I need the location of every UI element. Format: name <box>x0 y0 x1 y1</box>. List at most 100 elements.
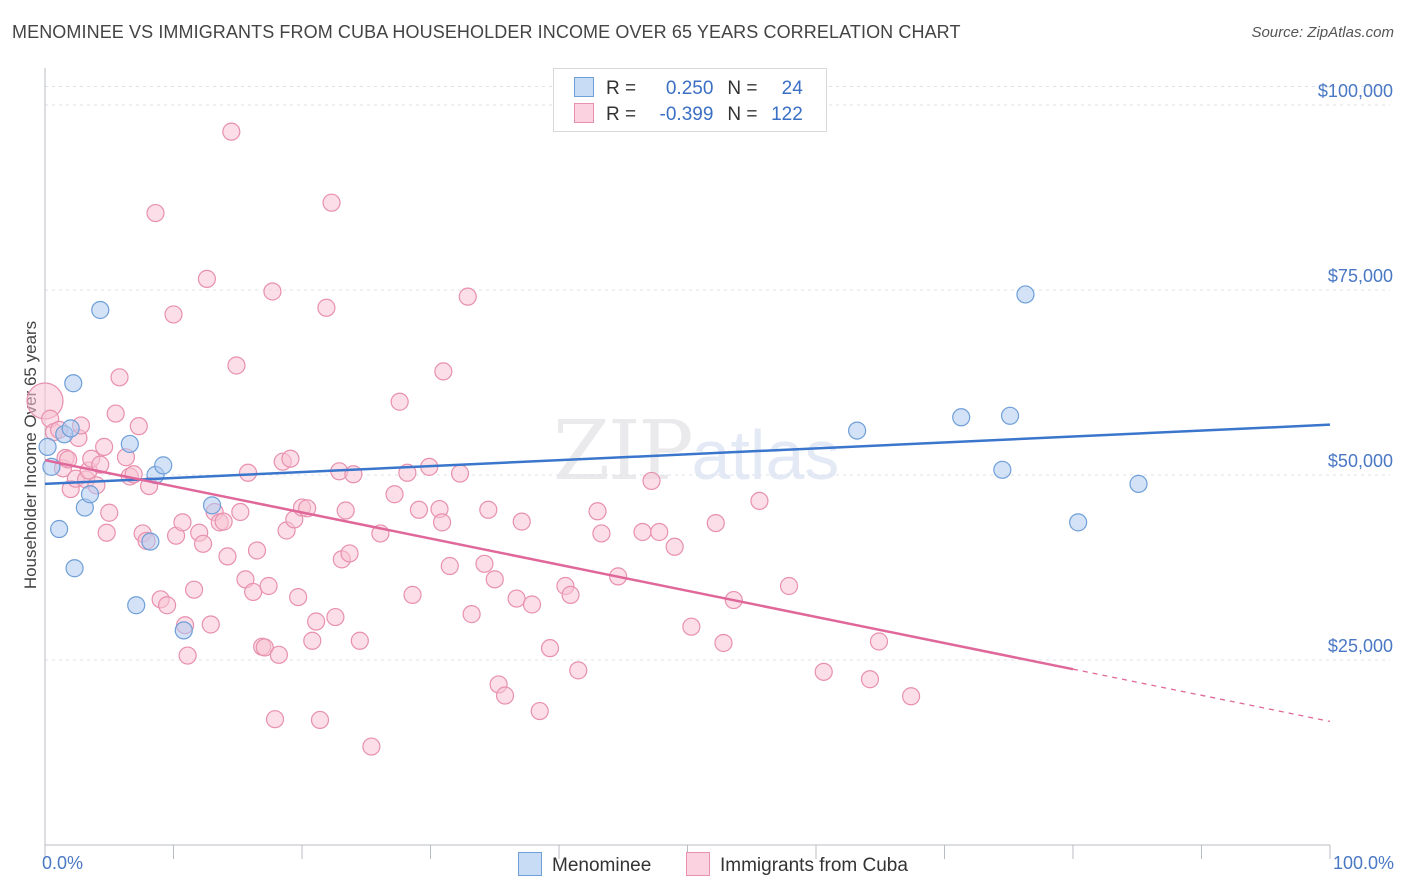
cuba-point <box>100 503 119 522</box>
menominee-point <box>952 408 971 427</box>
cuba-point <box>146 203 165 223</box>
legend-r-value: -0.399 <box>659 104 714 125</box>
legend-n-label: N = <box>727 78 758 99</box>
menominee-point <box>154 456 173 475</box>
cuba-point <box>289 587 308 607</box>
cuba-point <box>633 522 652 542</box>
cuba-point <box>665 537 684 556</box>
menominee-point <box>64 374 83 393</box>
cuba-point <box>336 501 355 520</box>
watermark-zip: ZIP <box>553 404 694 499</box>
cuba-point <box>706 513 725 533</box>
cuba-point <box>440 556 459 576</box>
cuba-point <box>350 631 369 650</box>
cuba-point <box>231 502 250 522</box>
cuba-point <box>462 605 481 624</box>
menominee-point <box>61 419 80 438</box>
legend-swatch-pink <box>574 103 594 123</box>
legend-r-label: R = <box>606 104 637 125</box>
cuba-point <box>227 356 246 375</box>
cuba-point <box>106 404 125 423</box>
cuba-point <box>682 617 701 636</box>
source-label: Source: ZipAtlas.com <box>1251 24 1394 41</box>
y-tick-label: $75,000 <box>1328 266 1393 286</box>
x-tick-label-max: 100.0% <box>1333 853 1394 873</box>
cuba-point <box>450 464 470 483</box>
cuba-point <box>197 269 217 288</box>
cuba-point <box>860 670 880 689</box>
cuba-point <box>247 541 267 560</box>
cuba-point <box>507 589 526 608</box>
menominee-point <box>1069 513 1088 532</box>
menominee-point <box>127 596 146 615</box>
menominee-point <box>174 621 193 640</box>
cuba-point <box>650 522 669 542</box>
watermark: ZIPatlas <box>553 404 839 499</box>
menominee-point <box>91 300 110 320</box>
cuba-point <box>269 645 288 664</box>
cuba-point <box>434 362 453 381</box>
menominee-point <box>120 434 139 454</box>
cuba-point <box>110 368 129 387</box>
cuba-point <box>432 513 452 532</box>
cuba-point <box>173 513 192 532</box>
cuba-point <box>281 449 300 468</box>
legend-swatch-pink <box>686 852 710 876</box>
legend-label-menominee: Menominee <box>552 855 652 876</box>
menominee-point <box>1016 285 1035 304</box>
y-tick-label: $100,000 <box>1318 81 1393 101</box>
legend-r-value: 0.250 <box>665 78 714 99</box>
x-tick-label-min: 0.0% <box>42 853 83 873</box>
menominee-point <box>1000 406 1020 425</box>
cuba-trend-line-extension <box>1072 668 1331 723</box>
cuba-point <box>869 632 889 651</box>
y-tick-label: $50,000 <box>1328 451 1393 471</box>
legend-item-cuba: Immigrants from Cuba <box>686 852 908 877</box>
cuba-point <box>485 570 504 589</box>
cuba-point <box>303 631 322 650</box>
y-tick-labels: $25,000 $50,000 $75,000 $100,000 <box>1318 81 1393 656</box>
cuba-point <box>714 633 733 653</box>
cuba-point <box>475 554 494 573</box>
legend-r-label: R = <box>606 78 637 99</box>
trend-lines <box>44 423 1331 723</box>
cuba-point <box>322 193 341 212</box>
legend-n-label: N = <box>727 104 758 125</box>
cuba-point <box>458 287 477 306</box>
menominee-point <box>38 437 57 456</box>
cuba-point <box>95 437 114 456</box>
menominee-point <box>848 421 867 440</box>
cuba-point <box>592 524 611 543</box>
cuba-point <box>184 580 204 599</box>
cuba-point <box>244 582 263 602</box>
chart-title: MENOMINEE VS IMMIGRANTS FROM CUBA HOUSEH… <box>12 22 961 42</box>
menominee-point <box>141 532 160 551</box>
cuba-point <box>409 500 429 519</box>
cuba-point <box>263 282 282 301</box>
cuba-point <box>540 639 560 658</box>
cuba-point <box>178 646 197 665</box>
legend-row-cuba: R = -0.399 N = 122 <box>574 103 803 127</box>
cuba-point <box>91 455 110 474</box>
cuba-point <box>218 547 237 566</box>
menominee-point <box>65 559 84 578</box>
legend-item-menominee: Menominee <box>518 852 651 877</box>
y-tick-label: $25,000 <box>1328 636 1393 656</box>
cuba-point <box>214 512 233 531</box>
cuba-point <box>129 417 148 436</box>
menominee-point <box>202 496 222 515</box>
menominee-point <box>80 485 100 504</box>
cuba-point <box>340 544 359 563</box>
menominee-point <box>1129 474 1148 493</box>
cuba-point <box>569 661 588 680</box>
menominee-point <box>50 519 69 539</box>
cuba-point <box>259 576 278 596</box>
cuba-point <box>310 710 330 730</box>
cuba-point <box>561 585 580 604</box>
cuba-point <box>97 523 116 542</box>
watermark-atlas: atlas <box>691 416 840 494</box>
cuba-point <box>495 686 515 705</box>
cuba-point <box>255 638 274 657</box>
legend-n-value: 122 <box>771 104 803 125</box>
